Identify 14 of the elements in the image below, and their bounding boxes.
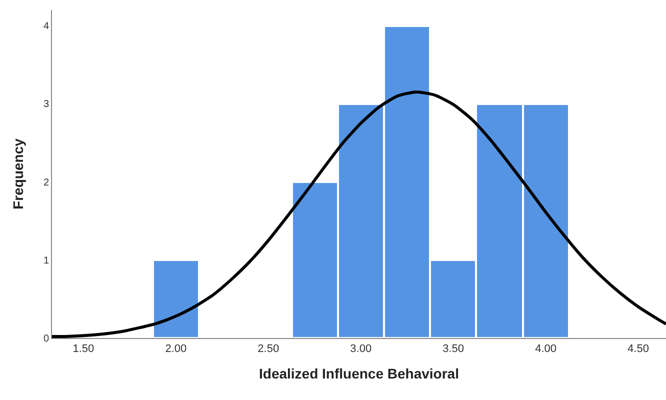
- x-axis-title: Idealized Influence Behavioral: [259, 366, 459, 382]
- x-tick-label: 3.00: [350, 343, 372, 356]
- x-tick-label: 1.50: [72, 343, 94, 356]
- x-tick-label: 4.00: [535, 343, 556, 356]
- y-axis-title: Frequency: [10, 138, 26, 210]
- x-tick-label: 4.50: [628, 343, 649, 356]
- x-tick-label: 3.50: [442, 343, 464, 356]
- x-tick-label: 2.50: [258, 343, 280, 356]
- y-tick-label: 1: [43, 255, 50, 266]
- x-tick-label: 2.00: [165, 343, 187, 356]
- y-tick-label: 2: [43, 177, 50, 188]
- y-tick-label: 0: [43, 334, 50, 344]
- y-tick-label: 3: [43, 99, 50, 110]
- y-tick-label: 4: [43, 21, 50, 32]
